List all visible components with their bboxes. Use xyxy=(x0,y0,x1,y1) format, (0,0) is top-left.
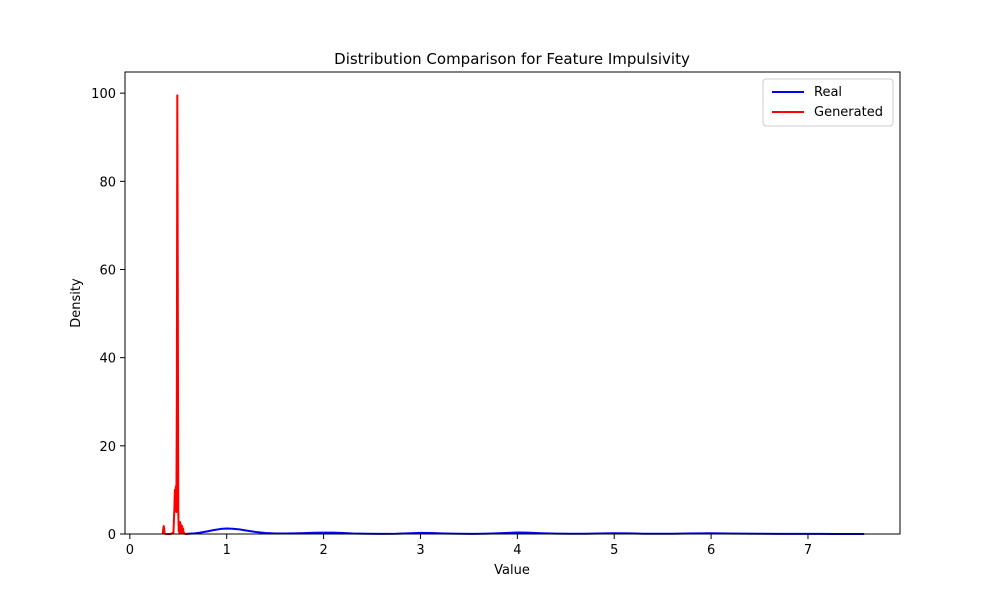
y-tick-label: 40 xyxy=(99,352,116,367)
plot-frame xyxy=(124,71,901,535)
x-tick-label: 6 xyxy=(707,543,715,558)
y-tick-label: 60 xyxy=(99,263,116,278)
y-tick-label: 100 xyxy=(91,87,116,102)
x-tick-label: 4 xyxy=(513,543,521,558)
x-tick-label: 5 xyxy=(610,543,618,558)
y-axis-label: Density xyxy=(69,278,84,328)
x-tick-label: 0 xyxy=(126,543,134,558)
x-tick-label: 2 xyxy=(319,543,327,558)
legend-label-real: Real xyxy=(814,85,842,100)
y-ticks: 0 20 40 60 80 100 xyxy=(91,87,125,543)
legend-box xyxy=(762,78,894,127)
x-tick-label: 3 xyxy=(416,543,424,558)
legend-label-generated: Generated xyxy=(814,105,883,120)
x-ticks: 0 1 2 3 4 5 6 7 xyxy=(126,534,812,558)
chart-title: Distribution Comparison for Feature Impu… xyxy=(334,50,690,68)
legend: Real Generated xyxy=(762,78,894,127)
x-tick-label: 1 xyxy=(223,543,231,558)
y-tick-label: 80 xyxy=(99,175,116,190)
y-tick-label: 0 xyxy=(108,528,116,543)
x-axis-label: Value xyxy=(494,563,530,578)
y-tick-label: 20 xyxy=(99,440,116,455)
x-tick-label: 7 xyxy=(804,543,812,558)
